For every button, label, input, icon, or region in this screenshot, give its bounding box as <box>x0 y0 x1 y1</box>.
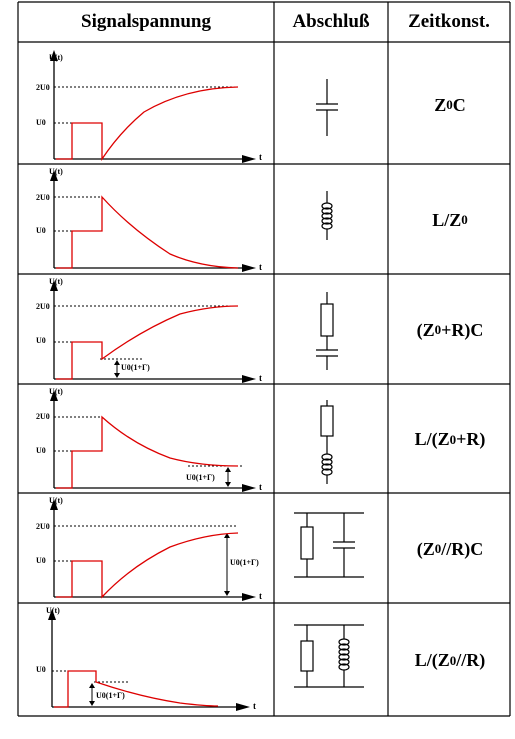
y-label: U(t) <box>46 606 60 615</box>
resistor-inductor-series-symbol <box>320 400 334 484</box>
tc-text: (Z <box>416 538 435 559</box>
tc-text: (Z <box>416 319 435 340</box>
y-tick-2u0: 2U0 <box>36 302 50 311</box>
time-constant-row4: L/(Z 0 +R) <box>390 386 510 493</box>
annotation-gamma: U0(1+Γ) <box>186 473 215 482</box>
annotation-gamma: U0(1+Γ) <box>121 363 150 372</box>
y-axis-arrow <box>50 280 58 291</box>
x-axis-arrow <box>236 703 250 711</box>
x-label: t <box>259 591 262 601</box>
signal-plot-row3: U(t) t 2U0 U0 U0(1+Γ) <box>36 277 262 383</box>
time-constant-row2: L/Z 0 <box>390 166 510 274</box>
y-axis-arrow <box>50 50 58 61</box>
time-constant-row6: L/(Z 0//R) <box>390 605 510 716</box>
header-signal: Signalspannung <box>81 11 211 32</box>
signal-curve <box>54 670 219 708</box>
header-time-constant: Zeitkonst. <box>408 11 490 32</box>
tc-text: Z <box>434 94 447 115</box>
dimension-arrowhead-up <box>89 683 95 688</box>
tc-subscript: 0 <box>434 541 442 556</box>
tc-text: L/Z <box>432 209 462 230</box>
x-label: t <box>259 482 262 492</box>
header-termination: Abschluß <box>292 11 370 32</box>
y-label: U(t) <box>49 277 63 286</box>
x-label: t <box>259 262 262 272</box>
signal-plot-row5: U(t) t 2U0 U0 U0(1+Γ) <box>36 496 262 601</box>
dimension-arrowhead-down <box>224 591 230 596</box>
x-axis-arrow <box>242 155 256 163</box>
capacitor-symbol <box>316 79 338 136</box>
x-axis-arrow <box>242 484 256 492</box>
y-tick-2u0: 2U0 <box>36 83 50 92</box>
y-label: U(t) <box>49 387 63 396</box>
x-axis-arrow <box>242 375 256 383</box>
signal-curve <box>56 305 239 380</box>
x-label: t <box>253 701 256 711</box>
y-tick-2u0: 2U0 <box>36 412 50 421</box>
y-label: U(t) <box>49 496 63 505</box>
signal-curve <box>56 532 239 599</box>
y-tick-u0: U0 <box>36 556 46 565</box>
x-axis-arrow <box>242 593 256 601</box>
dimension-arrowhead-up <box>114 360 120 365</box>
tc-subscript: 0 <box>434 322 442 337</box>
tc-text-suffix: +R)C <box>441 319 484 340</box>
resistor-inductor-parallel-symbol <box>294 624 364 688</box>
y-axis-arrow <box>50 170 58 181</box>
resistor-capacitor-parallel-symbol <box>294 512 364 578</box>
dimension-arrowhead-down <box>225 482 231 487</box>
tc-text-suffix: //R)C <box>441 538 484 559</box>
y-tick-u0: U0 <box>36 665 46 674</box>
y-label: U(t) <box>49 53 63 62</box>
tc-subscript: 0 <box>446 97 453 112</box>
tc-text-suffix: +R) <box>456 429 486 449</box>
x-axis-arrow <box>242 264 256 272</box>
tc-subscript: 0 <box>449 652 457 668</box>
time-constant-row3: (Z 0 +R)C <box>390 276 510 384</box>
signal-curve <box>56 86 239 162</box>
tc-text: L/(Z <box>414 429 450 449</box>
resistor-capacitor-series-symbol <box>316 292 338 370</box>
annotation-gamma: U0(1+Γ) <box>230 558 259 567</box>
y-tick-2u0: 2U0 <box>36 193 50 202</box>
signal-curve <box>56 415 239 489</box>
y-tick-u0: U0 <box>36 446 46 455</box>
time-constant-row5: (Z 0//R)C <box>390 495 510 603</box>
signal-plot-row2: U(t) t 2U0 U0 <box>36 167 262 272</box>
inductor-symbol <box>321 191 333 240</box>
dimension-arrowhead-down <box>89 701 95 706</box>
tc-text-suffix: //R) <box>456 650 486 670</box>
y-tick-u0: U0 <box>36 118 46 127</box>
y-axis-arrow <box>50 499 58 510</box>
signal-plot-row4: U(t) t 2U0 U0 U0(1+Γ) <box>36 387 262 492</box>
tc-subscript: 0 <box>461 212 468 227</box>
dimension-arrowhead-down <box>114 373 120 378</box>
signal-plot-row1: U(t) t 2U0 U0 <box>36 50 262 163</box>
tc-text: L/(Z <box>414 650 450 670</box>
annotation-gamma: U0(1+Γ) <box>96 691 125 700</box>
y-tick-u0: U0 <box>36 226 46 235</box>
dimension-arrowhead-up <box>224 533 230 538</box>
x-label: t <box>259 373 262 383</box>
y-axis-arrow <box>48 609 56 620</box>
x-label: t <box>259 152 262 162</box>
y-tick-u0: U0 <box>36 336 46 345</box>
y-label: U(t) <box>49 167 63 176</box>
signal-curve <box>56 195 239 269</box>
y-tick-2u0: 2U0 <box>36 522 50 531</box>
tc-subscript: 0 <box>449 431 457 447</box>
signal-plot-row6: U(t) t U0 U0(1+Γ) <box>36 606 256 711</box>
tc-text-suffix: C <box>452 94 466 115</box>
y-axis-arrow <box>50 390 58 401</box>
dimension-arrowhead-up <box>225 467 231 472</box>
